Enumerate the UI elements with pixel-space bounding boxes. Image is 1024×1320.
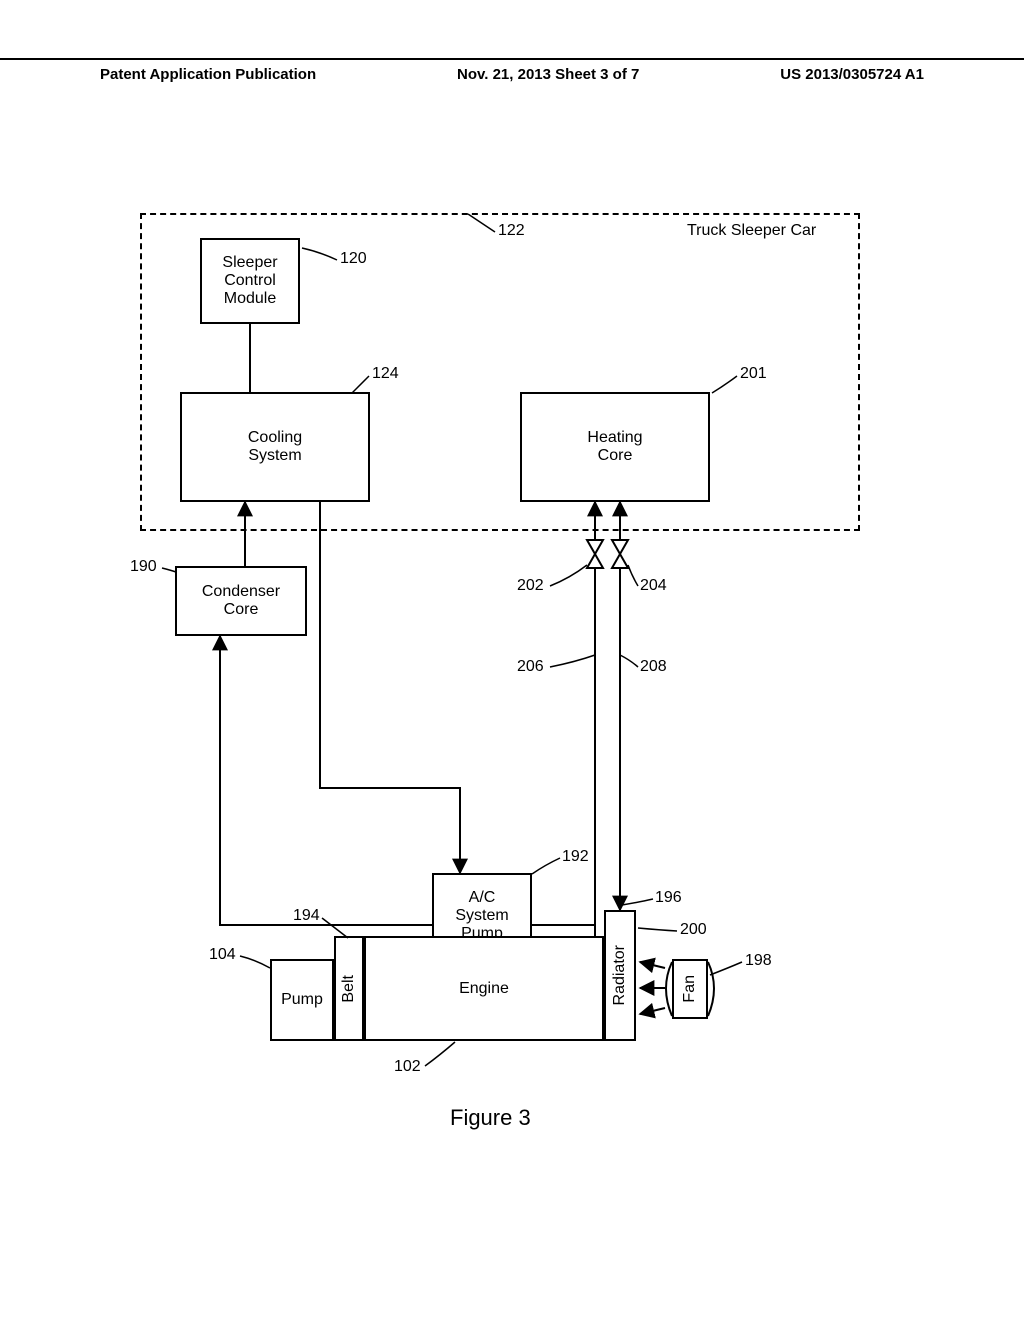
belt-box: Belt bbox=[334, 936, 364, 1041]
ref-208: 208 bbox=[640, 658, 667, 676]
ref-120: 120 bbox=[340, 250, 367, 268]
ref-204: 204 bbox=[640, 577, 667, 595]
radiator-box: Radiator bbox=[604, 910, 636, 1041]
condenser-core-box: Condenser Core bbox=[175, 566, 307, 636]
truck-sleeper-title: Truck Sleeper Car bbox=[687, 222, 816, 240]
ref-202: 202 bbox=[517, 577, 544, 595]
ref-194: 194 bbox=[293, 907, 320, 925]
ref-192: 192 bbox=[562, 848, 589, 866]
ref-122: 122 bbox=[498, 222, 525, 240]
ref-190: 190 bbox=[130, 558, 157, 576]
engine-box: Engine bbox=[364, 936, 604, 1041]
ref-206: 206 bbox=[517, 658, 544, 676]
valve-204 bbox=[612, 540, 628, 568]
header-left: Patent Application Publication bbox=[100, 66, 316, 83]
heating-core-box: Heating Core bbox=[520, 392, 710, 502]
patent-header: Patent Application Publication Nov. 21, … bbox=[0, 58, 1024, 83]
ref-198: 198 bbox=[745, 952, 772, 970]
ref-201: 201 bbox=[740, 365, 767, 383]
page: Patent Application Publication Nov. 21, … bbox=[0, 0, 1024, 1320]
ref-200: 200 bbox=[680, 921, 707, 939]
fan-label: Fan bbox=[681, 975, 699, 1003]
pump-box: Pump bbox=[270, 959, 334, 1041]
figure-caption: Figure 3 bbox=[450, 1105, 531, 1131]
valve-202 bbox=[587, 540, 603, 568]
ref-124: 124 bbox=[372, 365, 399, 383]
belt-label: Belt bbox=[340, 975, 358, 1003]
fan-box: Fan bbox=[672, 959, 708, 1019]
cooling-system-box: Cooling System bbox=[180, 392, 370, 502]
header-right: US 2013/0305724 A1 bbox=[780, 66, 924, 83]
ref-196: 196 bbox=[655, 889, 682, 907]
header-center: Nov. 21, 2013 Sheet 3 of 7 bbox=[457, 66, 639, 83]
sleeper-control-module-box: Sleeper Control Module bbox=[200, 238, 300, 324]
ref-104: 104 bbox=[209, 946, 236, 964]
radiator-label: Radiator bbox=[611, 945, 629, 1005]
ref-102: 102 bbox=[394, 1058, 421, 1076]
